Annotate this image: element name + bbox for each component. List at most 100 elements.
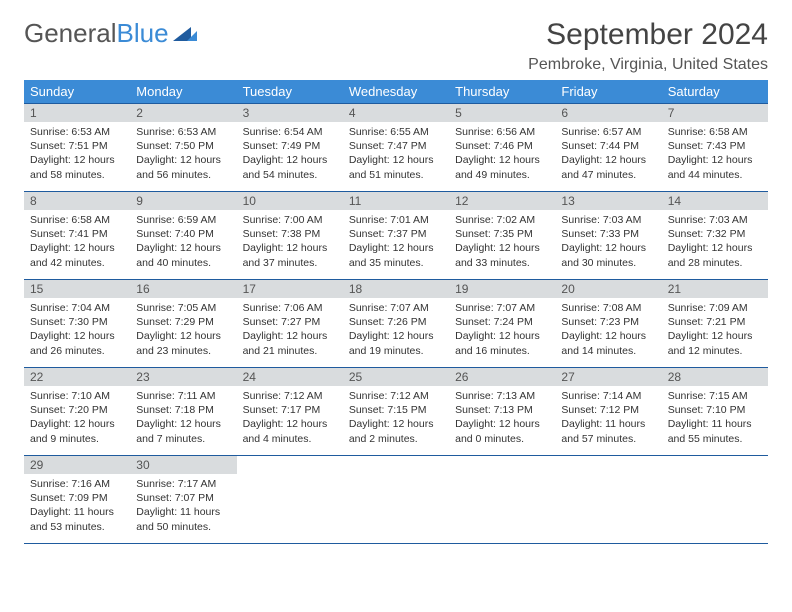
calendar-cell: 28Sunrise: 7:15 AMSunset: 7:10 PMDayligh…	[662, 368, 768, 456]
calendar-cell: 11Sunrise: 7:01 AMSunset: 7:37 PMDayligh…	[343, 192, 449, 280]
calendar-cell: 5Sunrise: 6:56 AMSunset: 7:46 PMDaylight…	[449, 104, 555, 192]
sunrise-line: Sunrise: 6:57 AM	[561, 125, 655, 139]
daylight-line: Daylight: 12 hours and 9 minutes.	[30, 417, 124, 445]
sunrise-line: Sunrise: 7:02 AM	[455, 213, 549, 227]
calendar-cell: 4Sunrise: 6:55 AMSunset: 7:47 PMDaylight…	[343, 104, 449, 192]
day-body: Sunrise: 7:05 AMSunset: 7:29 PMDaylight:…	[130, 298, 236, 362]
sunrise-line: Sunrise: 7:15 AM	[668, 389, 762, 403]
day-body: Sunrise: 6:57 AMSunset: 7:44 PMDaylight:…	[555, 122, 661, 186]
calendar-cell: 24Sunrise: 7:12 AMSunset: 7:17 PMDayligh…	[237, 368, 343, 456]
location-subtitle: Pembroke, Virginia, United States	[528, 56, 768, 74]
sunrise-line: Sunrise: 7:05 AM	[136, 301, 230, 315]
calendar-cell: 10Sunrise: 7:00 AMSunset: 7:38 PMDayligh…	[237, 192, 343, 280]
sunrise-line: Sunrise: 7:12 AM	[349, 389, 443, 403]
sunset-line: Sunset: 7:32 PM	[668, 227, 762, 241]
calendar-cell: 8Sunrise: 6:58 AMSunset: 7:41 PMDaylight…	[24, 192, 130, 280]
calendar-cell: 9Sunrise: 6:59 AMSunset: 7:40 PMDaylight…	[130, 192, 236, 280]
day-body: Sunrise: 7:11 AMSunset: 7:18 PMDaylight:…	[130, 386, 236, 450]
sunset-line: Sunset: 7:09 PM	[30, 491, 124, 505]
day-number: 18	[343, 280, 449, 298]
calendar-cell: 17Sunrise: 7:06 AMSunset: 7:27 PMDayligh…	[237, 280, 343, 368]
day-number: 27	[555, 368, 661, 386]
day-number: 17	[237, 280, 343, 298]
day-body: Sunrise: 7:07 AMSunset: 7:26 PMDaylight:…	[343, 298, 449, 362]
daylight-line: Daylight: 12 hours and 56 minutes.	[136, 153, 230, 181]
sunset-line: Sunset: 7:50 PM	[136, 139, 230, 153]
daylight-line: Daylight: 12 hours and 35 minutes.	[349, 241, 443, 269]
day-body: Sunrise: 7:00 AMSunset: 7:38 PMDaylight:…	[237, 210, 343, 274]
day-body: Sunrise: 6:58 AMSunset: 7:41 PMDaylight:…	[24, 210, 130, 274]
day-number: 16	[130, 280, 236, 298]
day-body: Sunrise: 7:09 AMSunset: 7:21 PMDaylight:…	[662, 298, 768, 362]
sunrise-line: Sunrise: 6:55 AM	[349, 125, 443, 139]
daylight-line: Daylight: 11 hours and 57 minutes.	[561, 417, 655, 445]
daylight-line: Daylight: 12 hours and 19 minutes.	[349, 329, 443, 357]
daylight-line: Daylight: 12 hours and 21 minutes.	[243, 329, 337, 357]
sunrise-line: Sunrise: 7:17 AM	[136, 477, 230, 491]
daylight-line: Daylight: 12 hours and 28 minutes.	[668, 241, 762, 269]
sunset-line: Sunset: 7:33 PM	[561, 227, 655, 241]
sunset-line: Sunset: 7:07 PM	[136, 491, 230, 505]
sunset-line: Sunset: 7:38 PM	[243, 227, 337, 241]
sunset-line: Sunset: 7:44 PM	[561, 139, 655, 153]
day-body: Sunrise: 6:59 AMSunset: 7:40 PMDaylight:…	[130, 210, 236, 274]
calendar-table: SundayMondayTuesdayWednesdayThursdayFrid…	[24, 80, 768, 544]
calendar-cell: 30Sunrise: 7:17 AMSunset: 7:07 PMDayligh…	[130, 456, 236, 544]
day-number: 4	[343, 104, 449, 122]
day-number: 19	[449, 280, 555, 298]
sunset-line: Sunset: 7:49 PM	[243, 139, 337, 153]
sunset-line: Sunset: 7:43 PM	[668, 139, 762, 153]
sunrise-line: Sunrise: 6:54 AM	[243, 125, 337, 139]
daylight-line: Daylight: 12 hours and 44 minutes.	[668, 153, 762, 181]
sunrise-line: Sunrise: 7:12 AM	[243, 389, 337, 403]
sunset-line: Sunset: 7:37 PM	[349, 227, 443, 241]
daylight-line: Daylight: 12 hours and 0 minutes.	[455, 417, 549, 445]
calendar-header-row: SundayMondayTuesdayWednesdayThursdayFrid…	[24, 80, 768, 104]
daylight-line: Daylight: 12 hours and 26 minutes.	[30, 329, 124, 357]
daylight-line: Daylight: 12 hours and 12 minutes.	[668, 329, 762, 357]
logo-text-general: General	[24, 18, 117, 49]
weekday-header: Monday	[130, 80, 236, 104]
calendar-cell	[237, 456, 343, 544]
day-body: Sunrise: 7:03 AMSunset: 7:32 PMDaylight:…	[662, 210, 768, 274]
daylight-line: Daylight: 12 hours and 42 minutes.	[30, 241, 124, 269]
day-number: 3	[237, 104, 343, 122]
calendar-cell: 20Sunrise: 7:08 AMSunset: 7:23 PMDayligh…	[555, 280, 661, 368]
day-body: Sunrise: 6:54 AMSunset: 7:49 PMDaylight:…	[237, 122, 343, 186]
daylight-line: Daylight: 12 hours and 30 minutes.	[561, 241, 655, 269]
day-body: Sunrise: 7:03 AMSunset: 7:33 PMDaylight:…	[555, 210, 661, 274]
sunset-line: Sunset: 7:24 PM	[455, 315, 549, 329]
day-body: Sunrise: 7:07 AMSunset: 7:24 PMDaylight:…	[449, 298, 555, 362]
daylight-line: Daylight: 12 hours and 14 minutes.	[561, 329, 655, 357]
day-body: Sunrise: 7:02 AMSunset: 7:35 PMDaylight:…	[449, 210, 555, 274]
calendar-cell: 22Sunrise: 7:10 AMSunset: 7:20 PMDayligh…	[24, 368, 130, 456]
sunrise-line: Sunrise: 7:03 AM	[668, 213, 762, 227]
page-title: September 2024	[528, 18, 768, 52]
sunset-line: Sunset: 7:26 PM	[349, 315, 443, 329]
sunrise-line: Sunrise: 7:13 AM	[455, 389, 549, 403]
sunrise-line: Sunrise: 7:16 AM	[30, 477, 124, 491]
day-number: 22	[24, 368, 130, 386]
daylight-line: Daylight: 11 hours and 55 minutes.	[668, 417, 762, 445]
sunrise-line: Sunrise: 7:04 AM	[30, 301, 124, 315]
calendar-cell: 26Sunrise: 7:13 AMSunset: 7:13 PMDayligh…	[449, 368, 555, 456]
daylight-line: Daylight: 12 hours and 58 minutes.	[30, 153, 124, 181]
day-number: 26	[449, 368, 555, 386]
sunrise-line: Sunrise: 7:07 AM	[455, 301, 549, 315]
sunrise-line: Sunrise: 7:14 AM	[561, 389, 655, 403]
daylight-line: Daylight: 12 hours and 54 minutes.	[243, 153, 337, 181]
daylight-line: Daylight: 12 hours and 49 minutes.	[455, 153, 549, 181]
day-body: Sunrise: 7:04 AMSunset: 7:30 PMDaylight:…	[24, 298, 130, 362]
calendar-cell: 16Sunrise: 7:05 AMSunset: 7:29 PMDayligh…	[130, 280, 236, 368]
day-body: Sunrise: 6:58 AMSunset: 7:43 PMDaylight:…	[662, 122, 768, 186]
daylight-line: Daylight: 12 hours and 37 minutes.	[243, 241, 337, 269]
sunrise-line: Sunrise: 7:01 AM	[349, 213, 443, 227]
sunrise-line: Sunrise: 7:03 AM	[561, 213, 655, 227]
day-number: 15	[24, 280, 130, 298]
day-number: 29	[24, 456, 130, 474]
day-body: Sunrise: 7:01 AMSunset: 7:37 PMDaylight:…	[343, 210, 449, 274]
calendar-cell: 12Sunrise: 7:02 AMSunset: 7:35 PMDayligh…	[449, 192, 555, 280]
title-block: September 2024 Pembroke, Virginia, Unite…	[528, 18, 768, 74]
sunset-line: Sunset: 7:47 PM	[349, 139, 443, 153]
sunset-line: Sunset: 7:23 PM	[561, 315, 655, 329]
